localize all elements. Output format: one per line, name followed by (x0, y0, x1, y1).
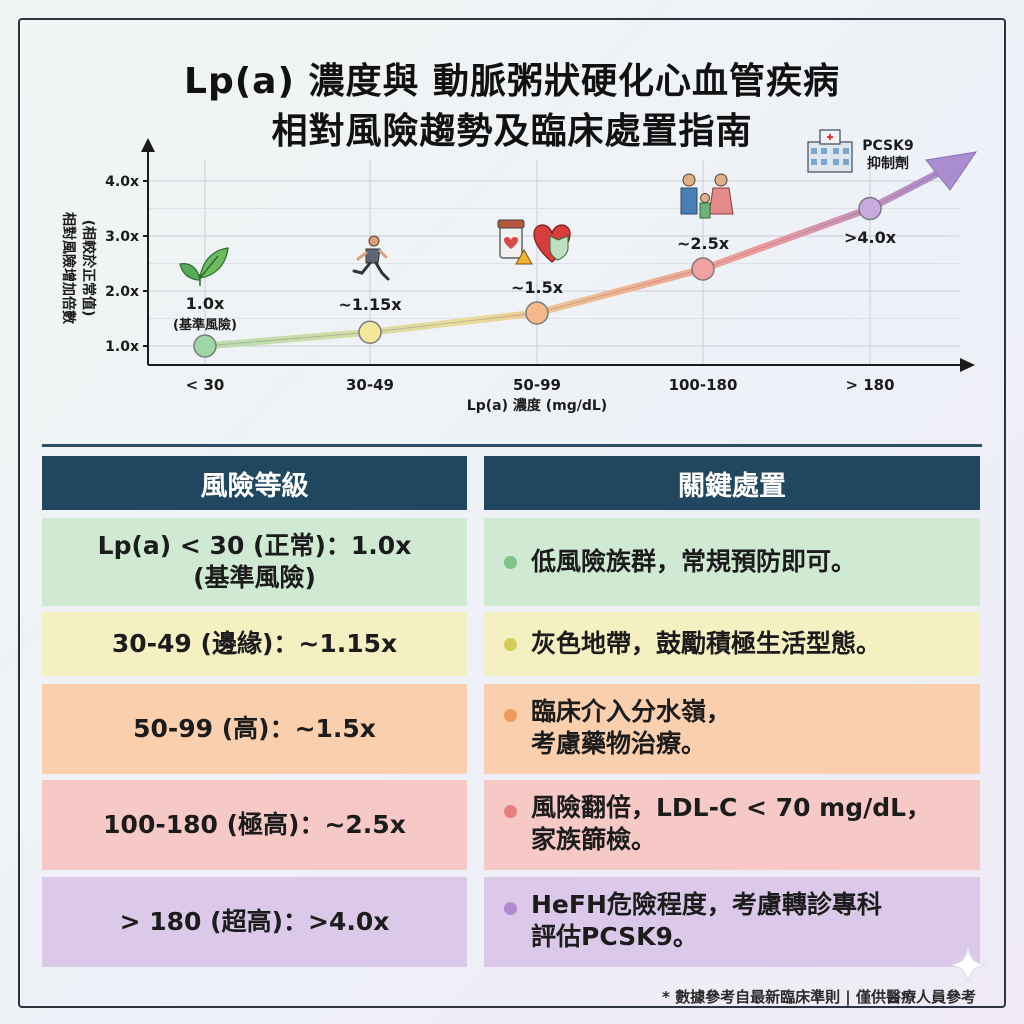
icon-note-line-1: 抑制劑 (867, 155, 909, 172)
y-axis-label-line-1: (相較於正常值) (80, 220, 97, 317)
x-axis-label: Lp(a) 濃度 (mg/dL) (467, 397, 607, 414)
bullet-dot-icon (504, 637, 517, 651)
key-action-text: 低風險族群，常規預防即可。 (531, 547, 857, 576)
data-label-2: ~1.5x (511, 278, 564, 297)
risk-level-cell-0: Lp(a) < 30 (正常)：1.0x (基準風險) (42, 518, 467, 606)
key-action-cell-1: 灰色地帶，鼓勵積極生活型態。 (484, 612, 980, 676)
key-action-cell-0: 低風險族群，常規預防即可。 (484, 518, 980, 606)
risk-level-cell-4: > 180 (超高)：>4.0x (42, 877, 467, 967)
x-tick-label-1: 30-49 (346, 376, 394, 394)
trend-line-outline (204, 167, 949, 347)
risk-level-cell-2: 50-99 (高)：~1.5x (42, 684, 467, 774)
footer-note: * 數據參考自最新臨床準則 | 僅供醫療人員參考 (662, 988, 976, 1006)
risk-trend-chart: 1.0x 2.0x 3.0x 4.0x 相對風險增加倍數 (相較於正常值) < 30 30-4… (60, 129, 978, 414)
key-action-text: 風險翻倍，LDL-C < 70 mg/dL， 家族篩檢。 (531, 793, 932, 854)
risk-level-cell-1: 30-49 (邊緣)：~1.15x (42, 612, 467, 676)
section-divider (42, 444, 982, 447)
y-tick-label-3: 4.0x (105, 174, 139, 190)
sparkle-icon (949, 946, 987, 984)
page-frame (18, 18, 1006, 1008)
bullet-dot-icon (504, 555, 517, 569)
data-label-1: ~1.15x (338, 295, 402, 314)
data-point-1 (358, 320, 382, 344)
y-axis-label-line-0: 相對風險增加倍數 (60, 212, 77, 324)
medication-heart-icon (497, 219, 571, 265)
y-tick-label-1: 2.0x (105, 284, 139, 300)
icon-note-line-0: PCSK9 (862, 138, 913, 154)
family-icon (680, 173, 734, 219)
data-point-3 (691, 257, 715, 281)
baseline-note: (基準風險) (173, 317, 237, 333)
risk-level-cell-3: 100-180 (極高)：~2.5x (42, 780, 467, 870)
data-point-0 (193, 334, 217, 358)
data-point-4 (858, 196, 882, 221)
y-axis-arrow (141, 138, 155, 152)
key-action-cell-3: 風險翻倍，LDL-C < 70 mg/dL， 家族篩檢。 (484, 780, 980, 870)
page-title-line2: 相對風險趨勢及臨床處置指南 (271, 111, 753, 152)
key-action-cell-2: 臨床介入分水嶺， 考慮藥物治療。 (484, 684, 980, 774)
bullet-dot-icon (504, 709, 517, 722)
runner-icon (352, 235, 390, 281)
table-header-key-action: 關鍵處置 (484, 456, 980, 510)
key-action-text: 灰色地帶，鼓勵積極生活型態。 (531, 629, 882, 658)
x-tick-label-2: 50-99 (513, 376, 561, 394)
y-tick-label-2: 3.0x (105, 229, 139, 245)
trend-arrowhead (925, 151, 978, 191)
bullet-dot-icon (504, 805, 517, 818)
hospital-icon (807, 129, 853, 173)
data-label-0: 1.0x (186, 294, 225, 313)
key-action-text: HeFH危險程度，考慮轉診專科 評估PCSK9。 (531, 890, 882, 951)
y-tick-label-0: 1.0x (105, 339, 139, 355)
table-header-risk-level: 風險等級 (42, 456, 467, 510)
data-label-4: >4.0x (844, 228, 897, 247)
leaf-icon (179, 247, 229, 286)
key-action-text: 臨床介入分水嶺， 考慮藥物治療。 (531, 697, 732, 758)
x-tick-label-0: < 30 (186, 376, 225, 394)
x-tick-label-4: > 180 (845, 376, 894, 394)
data-label-3: ~2.5x (677, 234, 730, 253)
key-action-cell-4: HeFH危險程度，考慮轉診專科 評估PCSK9。 (484, 877, 980, 967)
x-axis-arrow (960, 358, 975, 372)
page-title-line1: Lp(a) 濃度與 動脈粥狀硬化心血管疾病 (184, 61, 840, 102)
x-tick-label-3: 100-180 (669, 376, 738, 394)
bullet-dot-icon (504, 902, 517, 915)
trend-line (201, 164, 952, 350)
data-point-2 (525, 301, 549, 325)
